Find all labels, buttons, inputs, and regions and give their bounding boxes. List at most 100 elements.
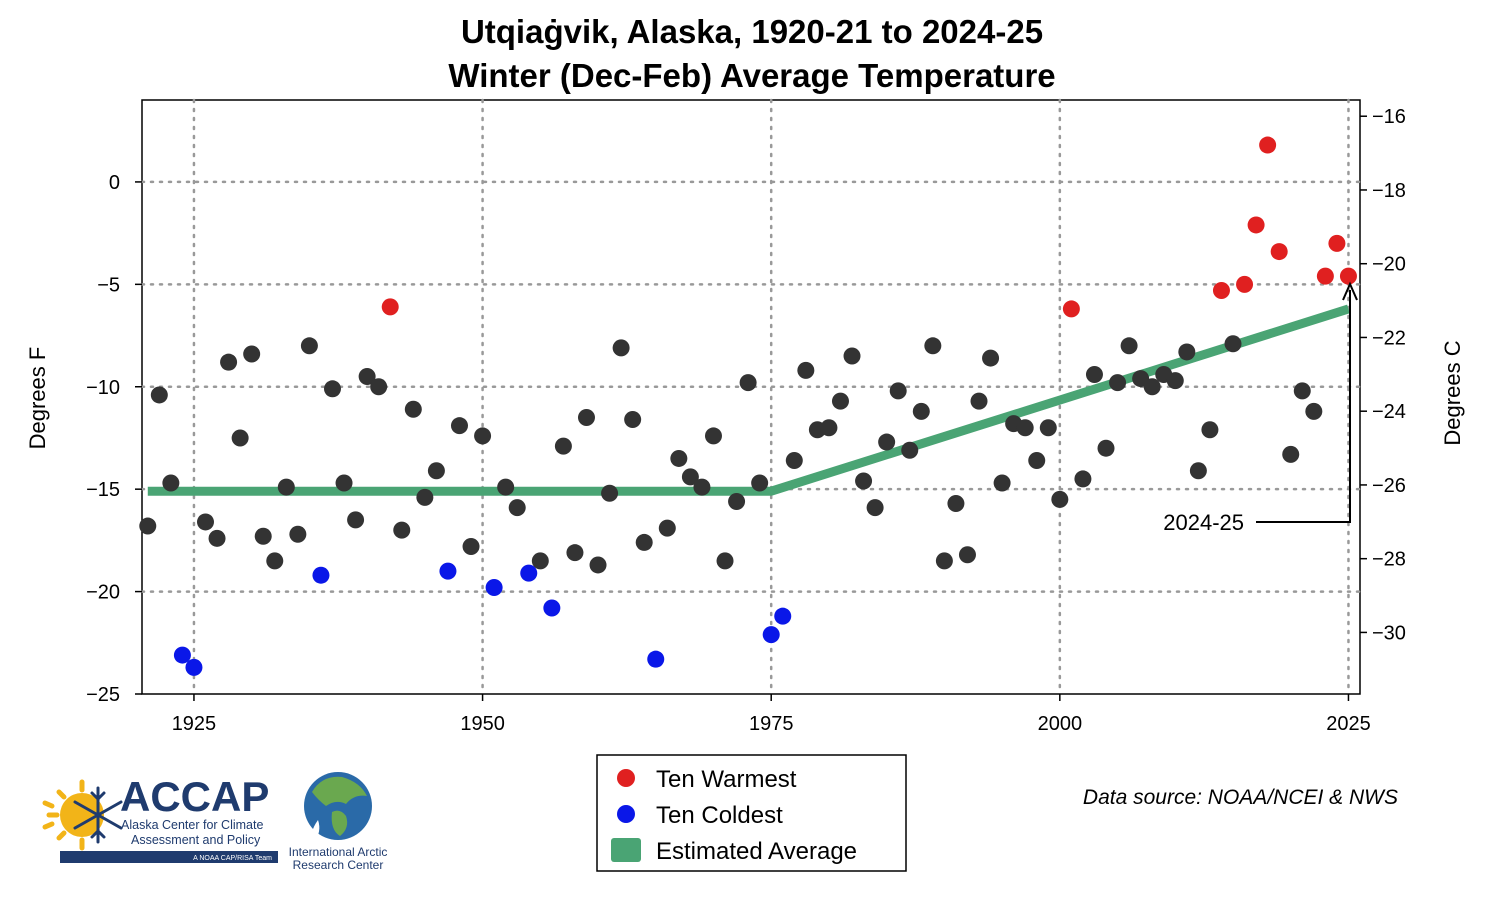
data-point — [474, 427, 492, 445]
data-point — [416, 488, 434, 506]
coldest-point — [185, 658, 203, 676]
data-point — [266, 552, 284, 570]
y-tick-label: −15 — [86, 479, 120, 501]
coldest-point — [520, 564, 538, 582]
legend-warmest-label: Ten Warmest — [656, 766, 797, 793]
data-point — [208, 529, 226, 547]
accap-tag: A NOAA CAP/RISA Team — [193, 855, 272, 862]
y2-tick-label: −24 — [1372, 401, 1406, 423]
annotation-2024-25: 2024-25 — [1163, 281, 1358, 535]
warmest-point — [1062, 300, 1080, 318]
y2-tick-label: −26 — [1372, 475, 1406, 497]
coldest-point — [485, 578, 503, 596]
data-point — [889, 382, 907, 400]
x-tick-label: 1950 — [460, 713, 505, 735]
accap-line1: Alaska Center for Climate — [121, 818, 263, 832]
data-point — [589, 556, 607, 574]
data-point — [150, 386, 168, 404]
warmest-point — [1247, 216, 1265, 234]
iarc-logo: International Arctic Research Center — [289, 772, 387, 872]
data-point — [243, 345, 261, 363]
legend-warmest-marker — [617, 769, 635, 787]
coldest-point — [173, 646, 191, 664]
axis-ticks: 1925 1950 1975 2000 2025 0 −5 −10 −15 −20 −25 −16 −1… — [86, 106, 1406, 735]
data-point — [508, 499, 526, 517]
data-point — [393, 521, 411, 539]
globe-icon — [304, 772, 372, 842]
data-point — [935, 552, 953, 570]
data-point — [462, 538, 480, 556]
x-tick-label: 1975 — [749, 713, 794, 735]
chart-subtitle: Winter (Dec-Feb) Average Temperature — [448, 57, 1055, 94]
y-tick-label: −10 — [86, 377, 120, 399]
x-tick-label: 2025 — [1326, 713, 1371, 735]
data-point — [958, 546, 976, 564]
y2-axis-label: Degrees C — [1440, 340, 1465, 445]
data-point — [531, 552, 549, 570]
data-point — [1189, 462, 1207, 480]
y-tick-label: 0 — [109, 172, 120, 194]
coldest-point — [774, 607, 792, 625]
data-point — [1109, 374, 1127, 392]
data-point — [843, 347, 861, 365]
coldest-point — [762, 626, 780, 644]
coldest-point — [439, 562, 457, 580]
estimated-average-line — [147, 304, 1350, 496]
data-point — [878, 433, 896, 451]
accap-name: ACCAP — [120, 773, 269, 820]
data-point — [693, 478, 711, 496]
coldest-point — [543, 599, 561, 617]
x-tick-label: 2000 — [1038, 713, 1083, 735]
data-point — [323, 380, 341, 398]
data-point — [739, 374, 757, 392]
data-point — [404, 400, 422, 418]
data-point — [1166, 372, 1184, 390]
y-tick-label: −25 — [86, 684, 120, 706]
data-point — [728, 492, 746, 510]
warmest-point — [1270, 243, 1288, 261]
data-point — [1039, 419, 1057, 437]
legend: Ten Warmest Ten Coldest Estimated Averag… — [596, 754, 907, 872]
legend-box — [596, 754, 907, 872]
data-point — [1178, 343, 1196, 361]
data-point — [277, 478, 295, 496]
annotation-arrow-line — [1256, 290, 1351, 523]
y2-tick-label: −30 — [1372, 622, 1406, 644]
data-point — [601, 484, 619, 502]
data-point — [1074, 470, 1092, 488]
data-point — [624, 411, 642, 429]
data-point — [612, 339, 630, 357]
data-point — [681, 468, 699, 486]
warmest-point — [1328, 234, 1346, 252]
y-tick-label: −5 — [97, 274, 120, 296]
points-layer — [139, 136, 1357, 676]
data-point — [370, 378, 388, 396]
data-point — [1305, 402, 1323, 420]
data-point — [1201, 421, 1219, 439]
warmest-point — [1212, 281, 1230, 299]
coldest-point — [312, 566, 330, 584]
data-point — [554, 437, 572, 455]
data-point — [450, 417, 468, 435]
data-point — [566, 544, 584, 562]
data-point — [358, 368, 376, 386]
legend-average-label: Estimated Average — [656, 838, 857, 865]
data-point — [704, 427, 722, 445]
warmest-point — [1339, 267, 1357, 285]
data-source: Data source: NOAA/NCEI & NWS — [1083, 786, 1398, 809]
data-point — [970, 392, 988, 410]
data-point — [220, 353, 238, 371]
legend-average-marker — [611, 838, 641, 862]
data-point — [347, 511, 365, 529]
data-point — [831, 392, 849, 410]
accap-tag-bar — [60, 851, 278, 863]
warmest-point — [1316, 267, 1334, 285]
data-point — [1097, 439, 1115, 457]
data-point — [289, 525, 307, 543]
data-point — [785, 451, 803, 469]
data-point — [162, 474, 180, 492]
data-point — [1051, 490, 1069, 508]
data-point — [924, 337, 942, 355]
plot-area — [141, 99, 1361, 695]
